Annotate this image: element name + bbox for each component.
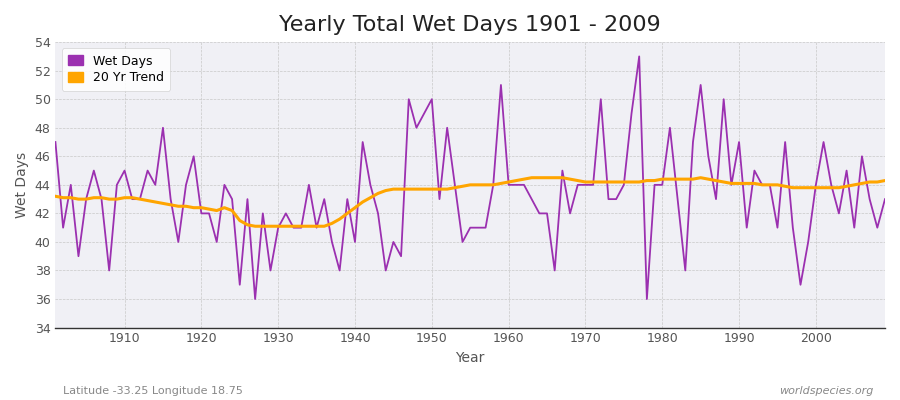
Title: Yearly Total Wet Days 1901 - 2009: Yearly Total Wet Days 1901 - 2009	[279, 15, 662, 35]
Text: Latitude -33.25 Longitude 18.75: Latitude -33.25 Longitude 18.75	[63, 386, 243, 396]
Legend: Wet Days, 20 Yr Trend: Wet Days, 20 Yr Trend	[62, 48, 170, 91]
X-axis label: Year: Year	[455, 351, 485, 365]
Y-axis label: Wet Days: Wet Days	[15, 152, 29, 218]
Text: worldspecies.org: worldspecies.org	[778, 386, 873, 396]
